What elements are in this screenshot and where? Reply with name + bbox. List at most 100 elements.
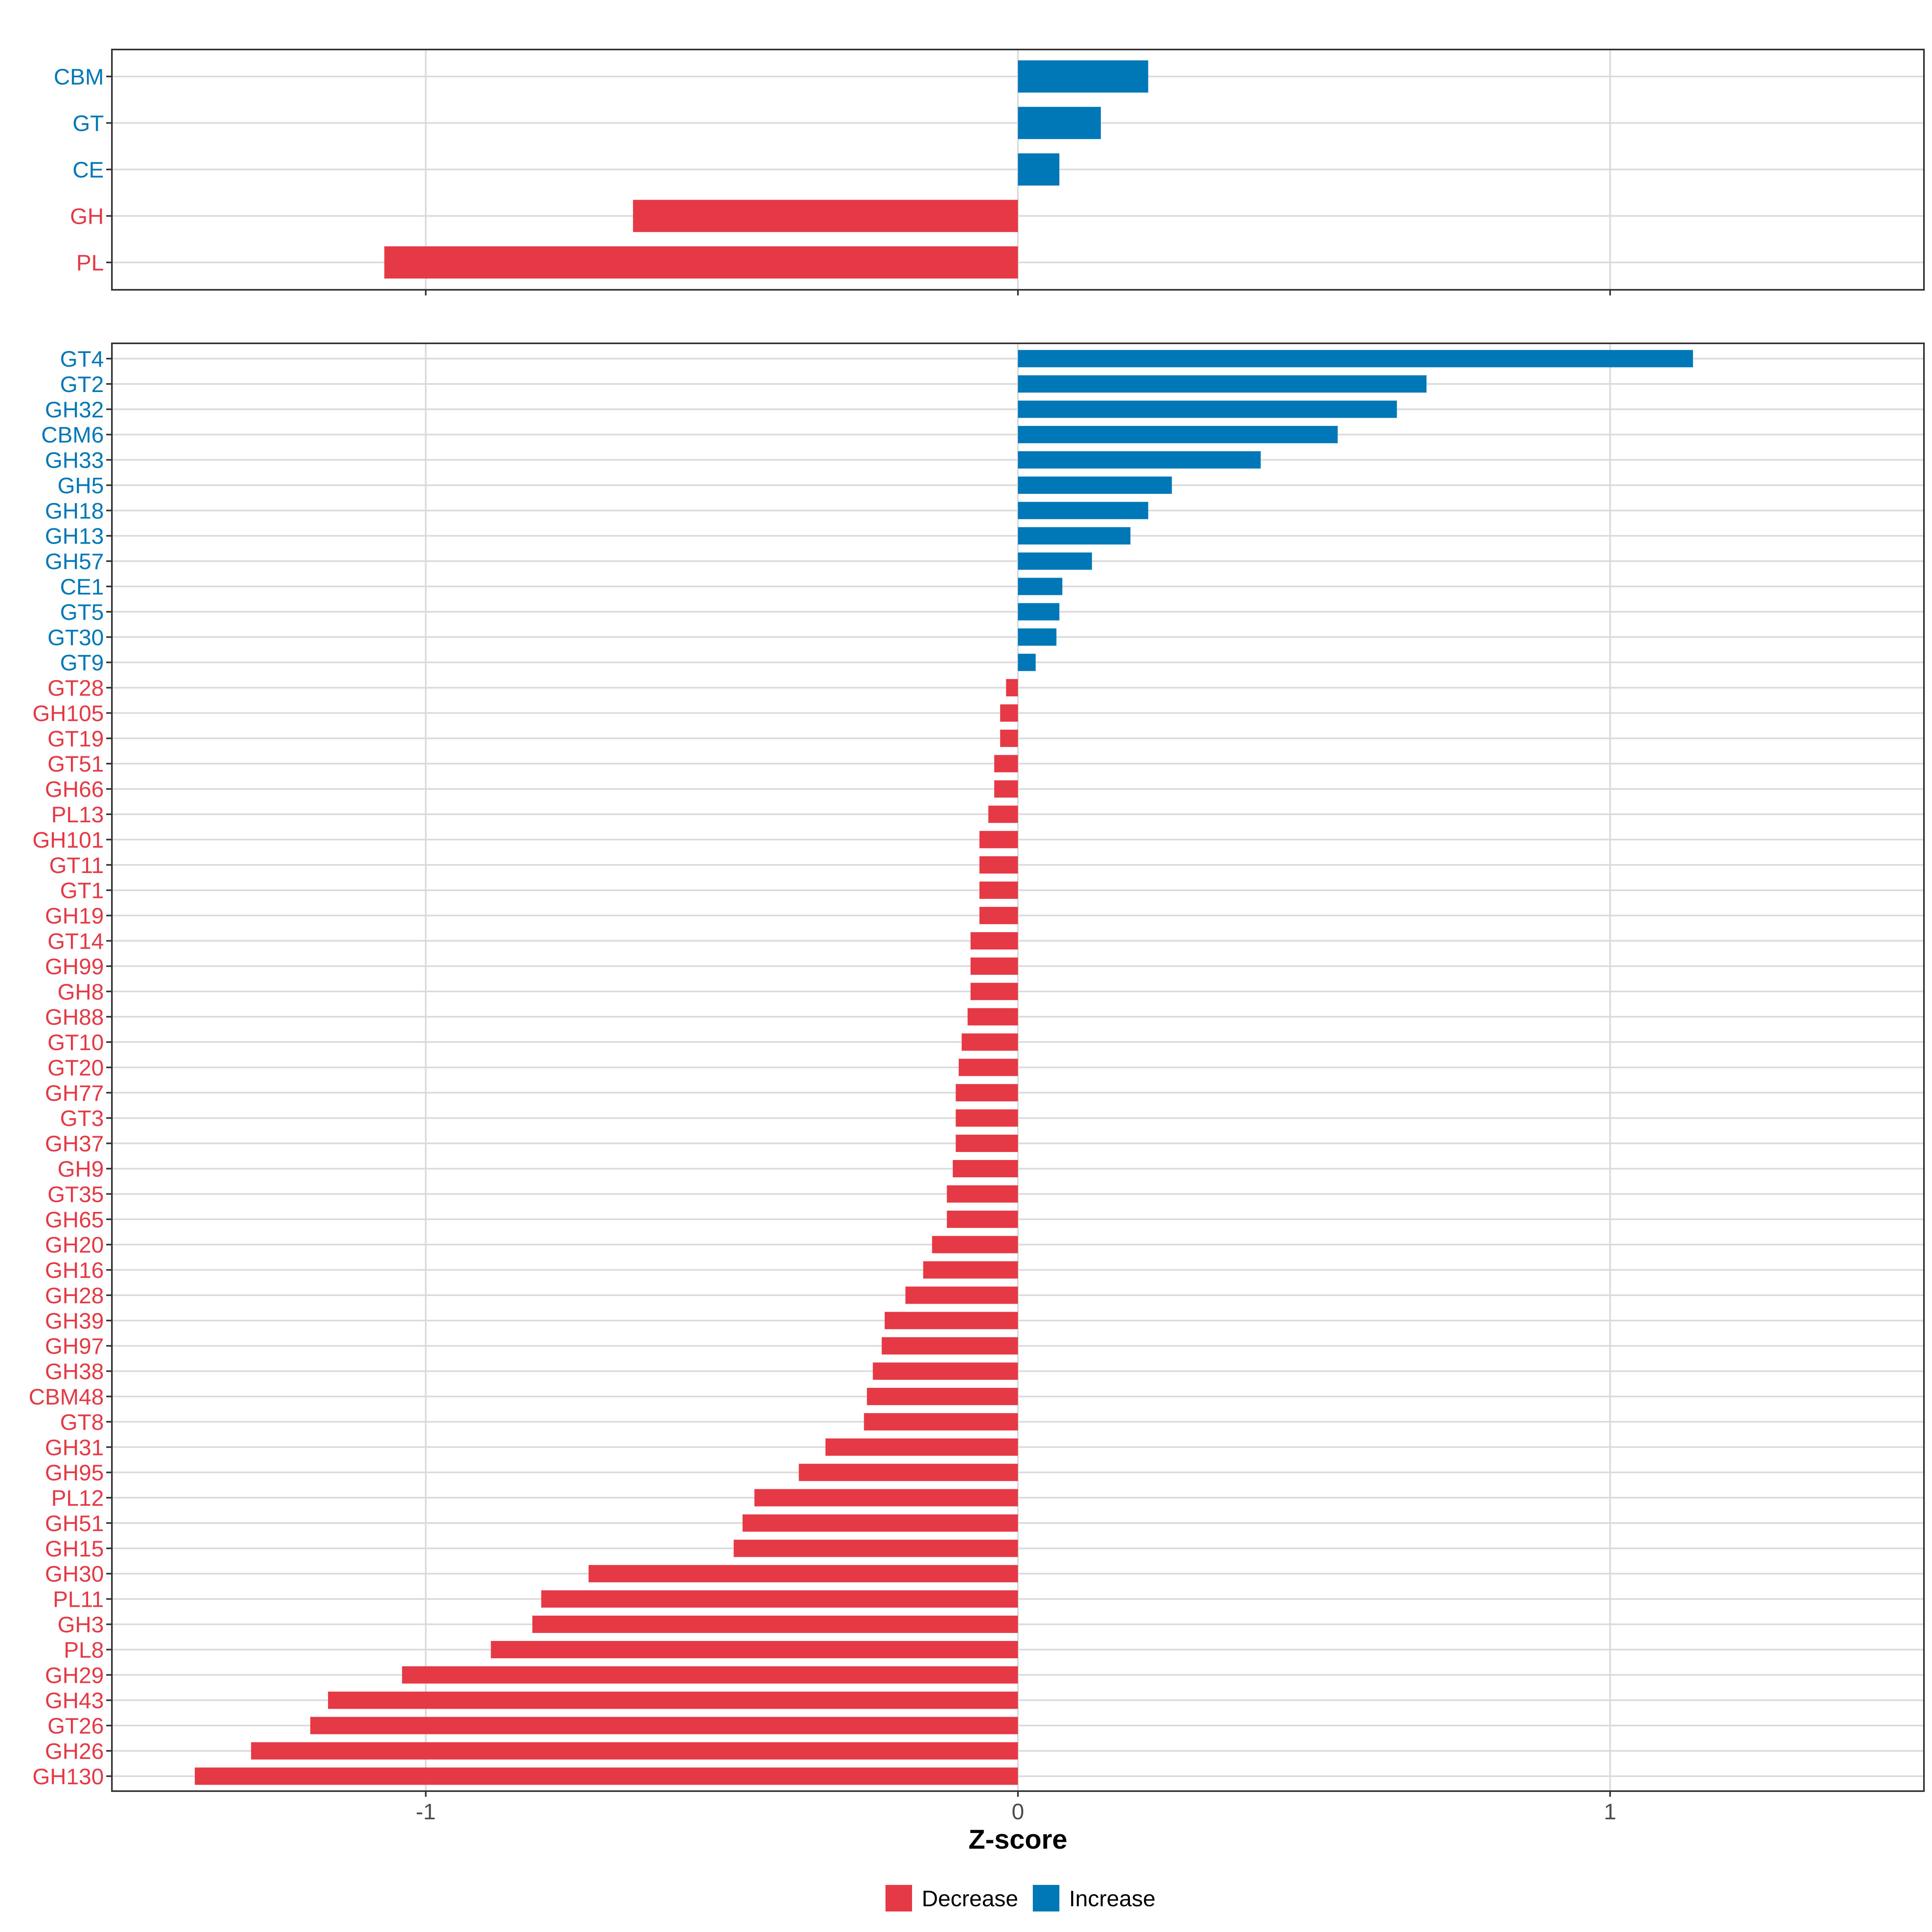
y-tick-label: PL bbox=[76, 250, 104, 275]
y-tick-label: PL11 bbox=[53, 1587, 104, 1612]
bar-gt26 bbox=[310, 1717, 1018, 1734]
y-tick-label: GH57 bbox=[45, 549, 104, 574]
bar-gh5 bbox=[1018, 476, 1172, 494]
bar-gh33 bbox=[1018, 451, 1261, 469]
y-tick-label: GH16 bbox=[45, 1257, 104, 1283]
y-tick-label: GH105 bbox=[33, 700, 104, 726]
y-tick-label: GT51 bbox=[47, 751, 104, 776]
bar-gh26 bbox=[251, 1742, 1018, 1760]
y-tick-label: GH13 bbox=[45, 523, 104, 549]
bar-gt4 bbox=[1018, 350, 1693, 367]
y-tick-label: GH31 bbox=[45, 1435, 104, 1460]
bar-pl11 bbox=[541, 1590, 1018, 1608]
x-axis: -1 0 1 bbox=[416, 1799, 1616, 1824]
y-tick-label: GT8 bbox=[60, 1409, 104, 1435]
bar-pl8 bbox=[491, 1641, 1018, 1658]
y-tick-label: GH bbox=[70, 204, 104, 229]
y-tick-label: GH9 bbox=[58, 1156, 104, 1181]
y-tick-label: GH95 bbox=[45, 1460, 104, 1485]
y-tick-label: GH15 bbox=[45, 1536, 104, 1561]
bar-gt35 bbox=[947, 1185, 1018, 1203]
y-tick-label: GH66 bbox=[45, 776, 104, 802]
bar-gh97 bbox=[881, 1337, 1018, 1355]
y-tick-label: GT10 bbox=[47, 1030, 104, 1055]
bar-gh95 bbox=[799, 1463, 1018, 1481]
y-tick-label: GH99 bbox=[45, 954, 104, 979]
bar-gt51 bbox=[994, 755, 1018, 772]
y-tick-label: GH65 bbox=[45, 1207, 104, 1232]
bar-gt1 bbox=[979, 881, 1018, 899]
bar-gh88 bbox=[967, 1008, 1018, 1026]
bar-gt8 bbox=[864, 1413, 1018, 1430]
y-tick-label: GH26 bbox=[45, 1738, 104, 1764]
bar-gh51 bbox=[742, 1514, 1018, 1532]
bar-gh57 bbox=[1018, 552, 1092, 570]
bar-gh32 bbox=[1018, 400, 1397, 418]
bar-gh29 bbox=[402, 1666, 1018, 1684]
x-tick-label: 0 bbox=[1011, 1799, 1024, 1824]
bar-gt9 bbox=[1018, 654, 1036, 671]
bar-gh66 bbox=[994, 780, 1018, 798]
y-tick-label: GH33 bbox=[45, 448, 104, 473]
bar-gh8 bbox=[970, 983, 1018, 1000]
y-tick-label: PL12 bbox=[51, 1485, 104, 1511]
legend-label-decrease: Decrease bbox=[922, 1886, 1018, 1911]
legend-swatch-decrease bbox=[886, 1885, 912, 1911]
y-tick-label: GH77 bbox=[45, 1080, 104, 1106]
bar-gt30 bbox=[1018, 628, 1057, 646]
bar-gh bbox=[633, 200, 1018, 232]
x-axis-title: Z-score bbox=[968, 1824, 1067, 1855]
y-tick-label: PL13 bbox=[51, 802, 104, 827]
y-tick-label: GH101 bbox=[33, 827, 104, 852]
y-tick-label: GT1 bbox=[60, 878, 104, 903]
bar-gh130 bbox=[194, 1767, 1018, 1785]
bar-gh65 bbox=[947, 1210, 1018, 1228]
y-tick-label: GH130 bbox=[33, 1764, 104, 1789]
y-tick-label: GH38 bbox=[45, 1359, 104, 1384]
bar-gh13 bbox=[1018, 527, 1131, 545]
bar-gt11 bbox=[979, 856, 1018, 874]
y-tick-label: GT2 bbox=[60, 372, 104, 397]
bar-gt3 bbox=[956, 1109, 1018, 1127]
bar-gh20 bbox=[932, 1236, 1018, 1253]
y-tick-label: GH30 bbox=[45, 1561, 104, 1587]
bar-gh3 bbox=[532, 1616, 1018, 1633]
subfamily-panel: GT4GT2GH32CBM6GH33GH5GH18GH13GH57CE1GT5G… bbox=[29, 343, 1925, 1797]
bar-gt bbox=[1018, 107, 1101, 139]
bar-gt19 bbox=[1000, 729, 1018, 747]
y-tick-label: GT9 bbox=[60, 650, 104, 675]
bar-gt5 bbox=[1018, 603, 1059, 621]
bar-gh101 bbox=[979, 831, 1018, 848]
y-tick-label: GH32 bbox=[45, 397, 104, 422]
y-tick-label: GH19 bbox=[45, 903, 104, 929]
y-tick-label: PL8 bbox=[64, 1637, 104, 1662]
legend-label-increase: Increase bbox=[1069, 1886, 1156, 1911]
y-tick-label: CE bbox=[72, 157, 104, 182]
bar-ce bbox=[1018, 153, 1059, 186]
y-tick-label: GT bbox=[72, 111, 104, 136]
y-tick-label: GT19 bbox=[47, 726, 104, 751]
bar-gh37 bbox=[956, 1135, 1018, 1152]
y-tick-label: GH43 bbox=[45, 1688, 104, 1713]
y-tick-label: GH51 bbox=[45, 1511, 104, 1536]
y-tick-label: GH37 bbox=[45, 1131, 104, 1156]
bar-gt14 bbox=[970, 932, 1018, 949]
bar-ce1 bbox=[1018, 578, 1063, 595]
y-tick-label: GH39 bbox=[45, 1308, 104, 1333]
y-tick-label: GH29 bbox=[45, 1662, 104, 1688]
y-tick-label: GH3 bbox=[58, 1612, 104, 1637]
y-tick-label: GT20 bbox=[47, 1055, 104, 1080]
y-tick-label: GT28 bbox=[47, 675, 104, 701]
bar-gh30 bbox=[588, 1565, 1018, 1583]
x-tick-label: 1 bbox=[1604, 1799, 1616, 1824]
y-tick-label: CBM6 bbox=[41, 422, 104, 448]
bar-gh31 bbox=[825, 1438, 1018, 1456]
panel-border bbox=[111, 343, 1925, 1792]
y-tick-label: GH20 bbox=[45, 1232, 104, 1257]
y-tick-label: GT14 bbox=[47, 928, 104, 954]
y-tick-label: GH88 bbox=[45, 1004, 104, 1030]
y-tick-label: CE1 bbox=[60, 574, 104, 599]
bar-gt2 bbox=[1018, 375, 1427, 393]
bar-gh39 bbox=[884, 1312, 1018, 1329]
y-tick-label: GT4 bbox=[60, 346, 104, 372]
